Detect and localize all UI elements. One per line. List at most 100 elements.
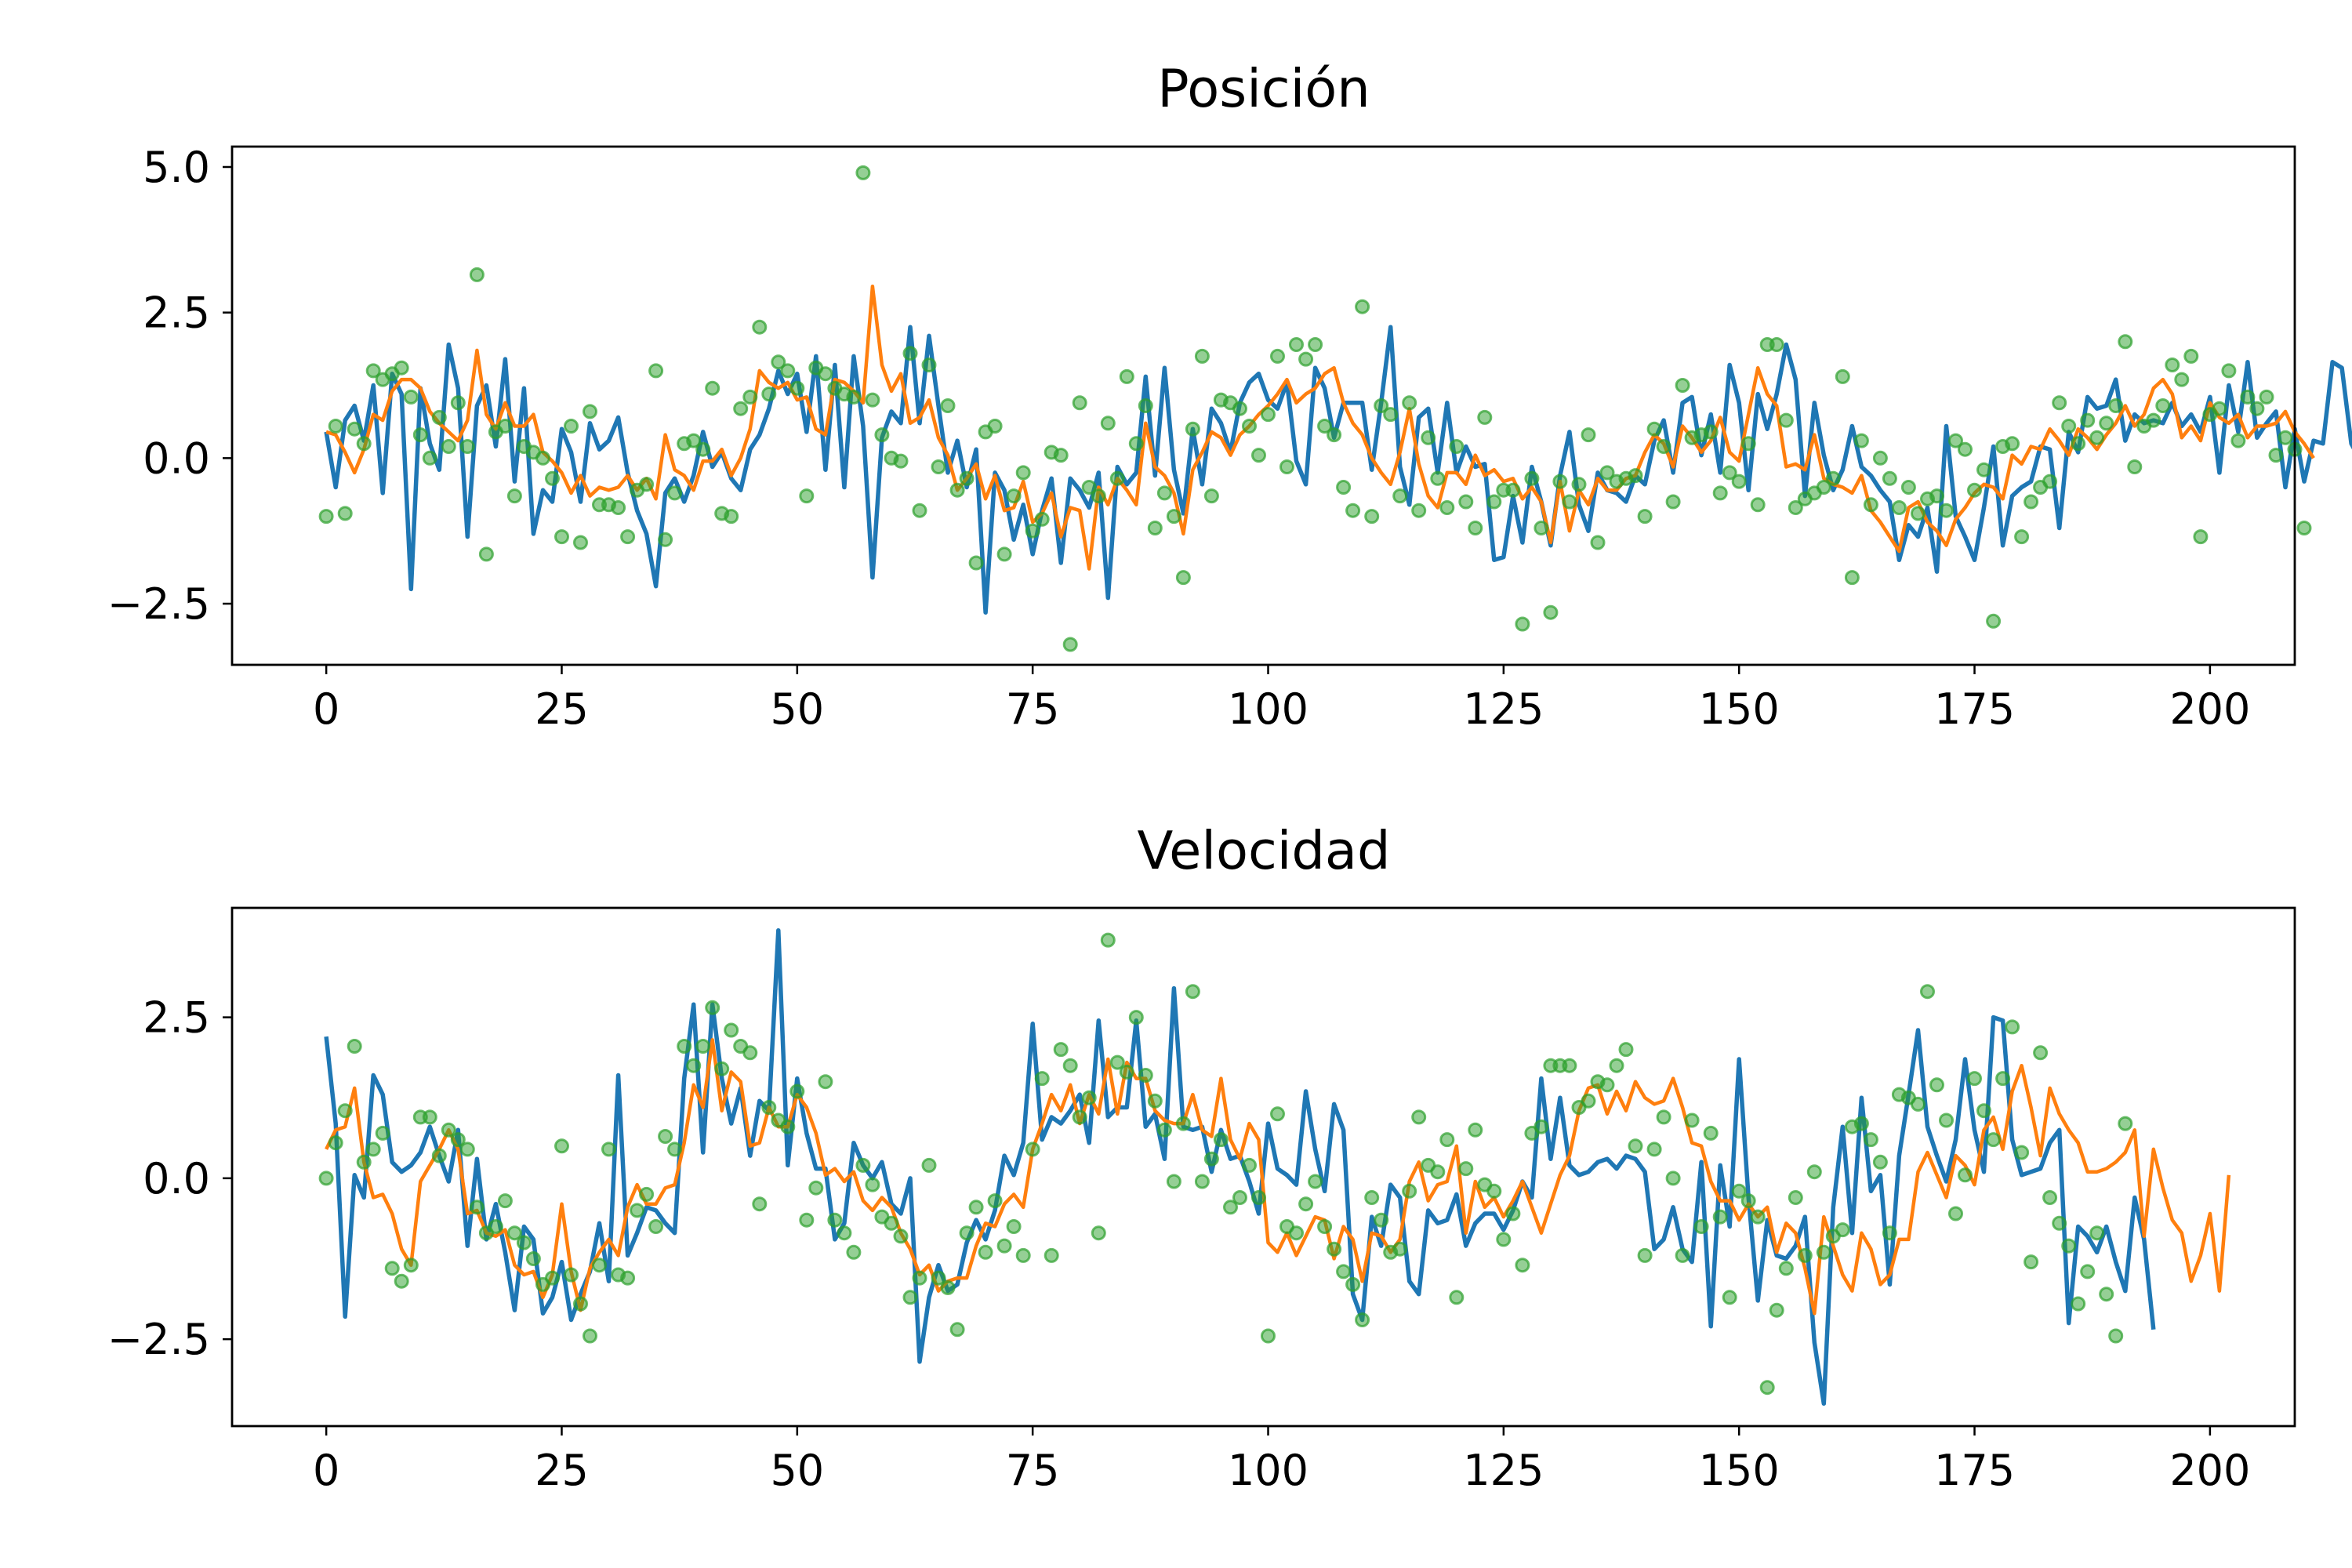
position-series-markers-point xyxy=(2174,372,2190,387)
velocity-series-markers-point xyxy=(365,1142,381,1157)
velocity-series-markers-point xyxy=(1911,1096,1926,1112)
velocity-series-markers-point xyxy=(1062,1058,1078,1073)
velocity-series-markers-point xyxy=(1703,1125,1719,1141)
position-series-markers-point xyxy=(422,450,437,466)
velocity-y-tick-label: 0.0 xyxy=(143,1154,210,1203)
position-x-tick-label: 175 xyxy=(1934,684,2015,734)
velocity-series-markers-point xyxy=(525,1251,541,1266)
position-series-markers-point xyxy=(1646,421,1662,437)
position-series-markers-point xyxy=(2146,412,2161,428)
velocity-series-markers-point xyxy=(1731,1183,1747,1199)
position-series-markers-point xyxy=(1308,337,1323,352)
velocity-series-markers-point xyxy=(1175,1116,1191,1131)
position-series-markers-point xyxy=(1402,395,1417,411)
velocity-series-markers-point xyxy=(630,1203,645,1218)
velocity-series-markers-point xyxy=(752,1196,768,1212)
velocity-x-tick-label: 175 xyxy=(1934,1446,2015,1495)
velocity-series-markers-point xyxy=(1336,1264,1352,1279)
velocity-series-markers-point xyxy=(1496,1232,1512,1247)
velocity-series-markers-point xyxy=(2099,1287,2114,1302)
velocity-series-markers-point xyxy=(1920,984,1935,1000)
velocity-series-markers-point xyxy=(1411,1109,1427,1125)
position-series-markers-point xyxy=(2005,436,2020,452)
position-x-tick-label: 25 xyxy=(535,684,589,734)
position-series-markers-point xyxy=(611,500,626,515)
position-series-markers-point xyxy=(1967,482,1982,498)
velocity-series-markers-point xyxy=(1646,1142,1662,1157)
velocity-series-markers-point xyxy=(1119,1064,1134,1080)
velocity-series-markers-point xyxy=(1778,1261,1794,1276)
position-series-markers-point xyxy=(1844,570,1860,586)
velocity-series-markers-point xyxy=(1203,1151,1219,1167)
position-series-markers-point xyxy=(1119,368,1134,384)
position-series-markers-point xyxy=(1703,424,1719,440)
velocity-series-markers-point xyxy=(2042,1190,2058,1205)
position-series-markers-point xyxy=(1929,488,1944,504)
velocity-x-tick-label: 50 xyxy=(770,1446,824,1495)
velocity-series-markers-point xyxy=(1684,1112,1700,1128)
position-series-layer xyxy=(318,165,2352,652)
velocity-series-markers-point xyxy=(506,1225,522,1241)
velocity-series-markers-point xyxy=(1618,1042,1634,1058)
velocity-series-markers-point xyxy=(1392,1241,1408,1257)
position-series-markers-point xyxy=(949,482,965,498)
position-series-markers-point xyxy=(940,398,956,413)
velocity-series-markers-point xyxy=(1759,1380,1775,1396)
velocity-series-markers-point xyxy=(337,1103,353,1119)
velocity-series-markers-point xyxy=(2080,1264,2096,1279)
position-series-markers-point xyxy=(1166,509,1181,524)
velocity-series-markers-point xyxy=(837,1225,852,1241)
position-series-markers-point xyxy=(921,358,937,372)
position-series-markers-point xyxy=(752,319,768,335)
position-series-markers-point xyxy=(2259,389,2274,405)
velocity-series-markers-point xyxy=(949,1322,965,1338)
velocity-series-markers-point xyxy=(1769,1302,1784,1318)
velocity-series-markers-point xyxy=(1109,1054,1125,1070)
velocity-series-markers-point xyxy=(940,1280,956,1295)
velocity-series-markers-point xyxy=(1232,1190,1247,1205)
velocity-series-markers-point xyxy=(677,1039,692,1054)
velocity-series-markers-point xyxy=(1185,984,1200,1000)
position-series-markers-point xyxy=(459,439,475,454)
velocity-series-markers-point xyxy=(1289,1225,1304,1241)
velocity-x-tick-label: 75 xyxy=(1006,1446,1060,1495)
velocity-panel: Velocidad 0 25 50 75 100 125 150 175 200 −2.5 0.0 2… xyxy=(107,820,2296,1495)
velocity-series-markers-point xyxy=(328,1135,343,1151)
velocity-series-markers-point xyxy=(780,1119,796,1134)
velocity-series-markers-point xyxy=(808,1180,824,1196)
position-series-markers-point xyxy=(742,389,758,405)
position-series-markers-point xyxy=(1524,470,1540,486)
position-series-markers-point xyxy=(1468,521,1483,535)
position-series-markers-point xyxy=(328,419,343,434)
velocity-series-markers-point xyxy=(1449,1290,1465,1305)
position-series-markers-point xyxy=(1006,488,1022,504)
velocity-series-markers-point xyxy=(375,1125,390,1141)
velocity-series-markers-point xyxy=(422,1109,437,1125)
position-series-markers-point xyxy=(667,485,683,501)
velocity-series-markers-point xyxy=(545,1270,560,1286)
position-series-markers-point xyxy=(1091,488,1106,504)
velocity-series-markers-point xyxy=(1091,1225,1106,1241)
position-series-markers-point xyxy=(365,363,381,379)
position-series-markers-point xyxy=(1562,494,1577,510)
velocity-series-markers-point xyxy=(1816,1244,1831,1260)
velocity-series-markers-point xyxy=(1628,1138,1643,1154)
position-series-markers-point xyxy=(799,488,815,504)
position-series-markers-point xyxy=(1279,459,1294,474)
velocity-series-markers-point xyxy=(1581,1093,1596,1109)
velocity-series-markers-point xyxy=(639,1186,655,1202)
velocity-series-markers-point xyxy=(592,1258,607,1273)
position-series-markers-point xyxy=(1289,337,1304,352)
position-series-markers-point xyxy=(1025,523,1040,539)
position-series-markers-point xyxy=(1128,436,1144,452)
position-series-markers-point xyxy=(686,433,702,448)
position-series-markers-point xyxy=(1722,465,1737,481)
position-series-markers-point xyxy=(318,509,334,524)
velocity-series-markers-point xyxy=(1138,1068,1153,1083)
position-series-markers-point xyxy=(2118,334,2133,350)
position-series-markers-point xyxy=(564,419,579,434)
position-series-markers-point xyxy=(1449,439,1465,454)
position-series-markers-point xyxy=(450,395,466,411)
position-series-markers-point xyxy=(1882,470,1897,486)
velocity-series-markers-point xyxy=(893,1229,909,1244)
